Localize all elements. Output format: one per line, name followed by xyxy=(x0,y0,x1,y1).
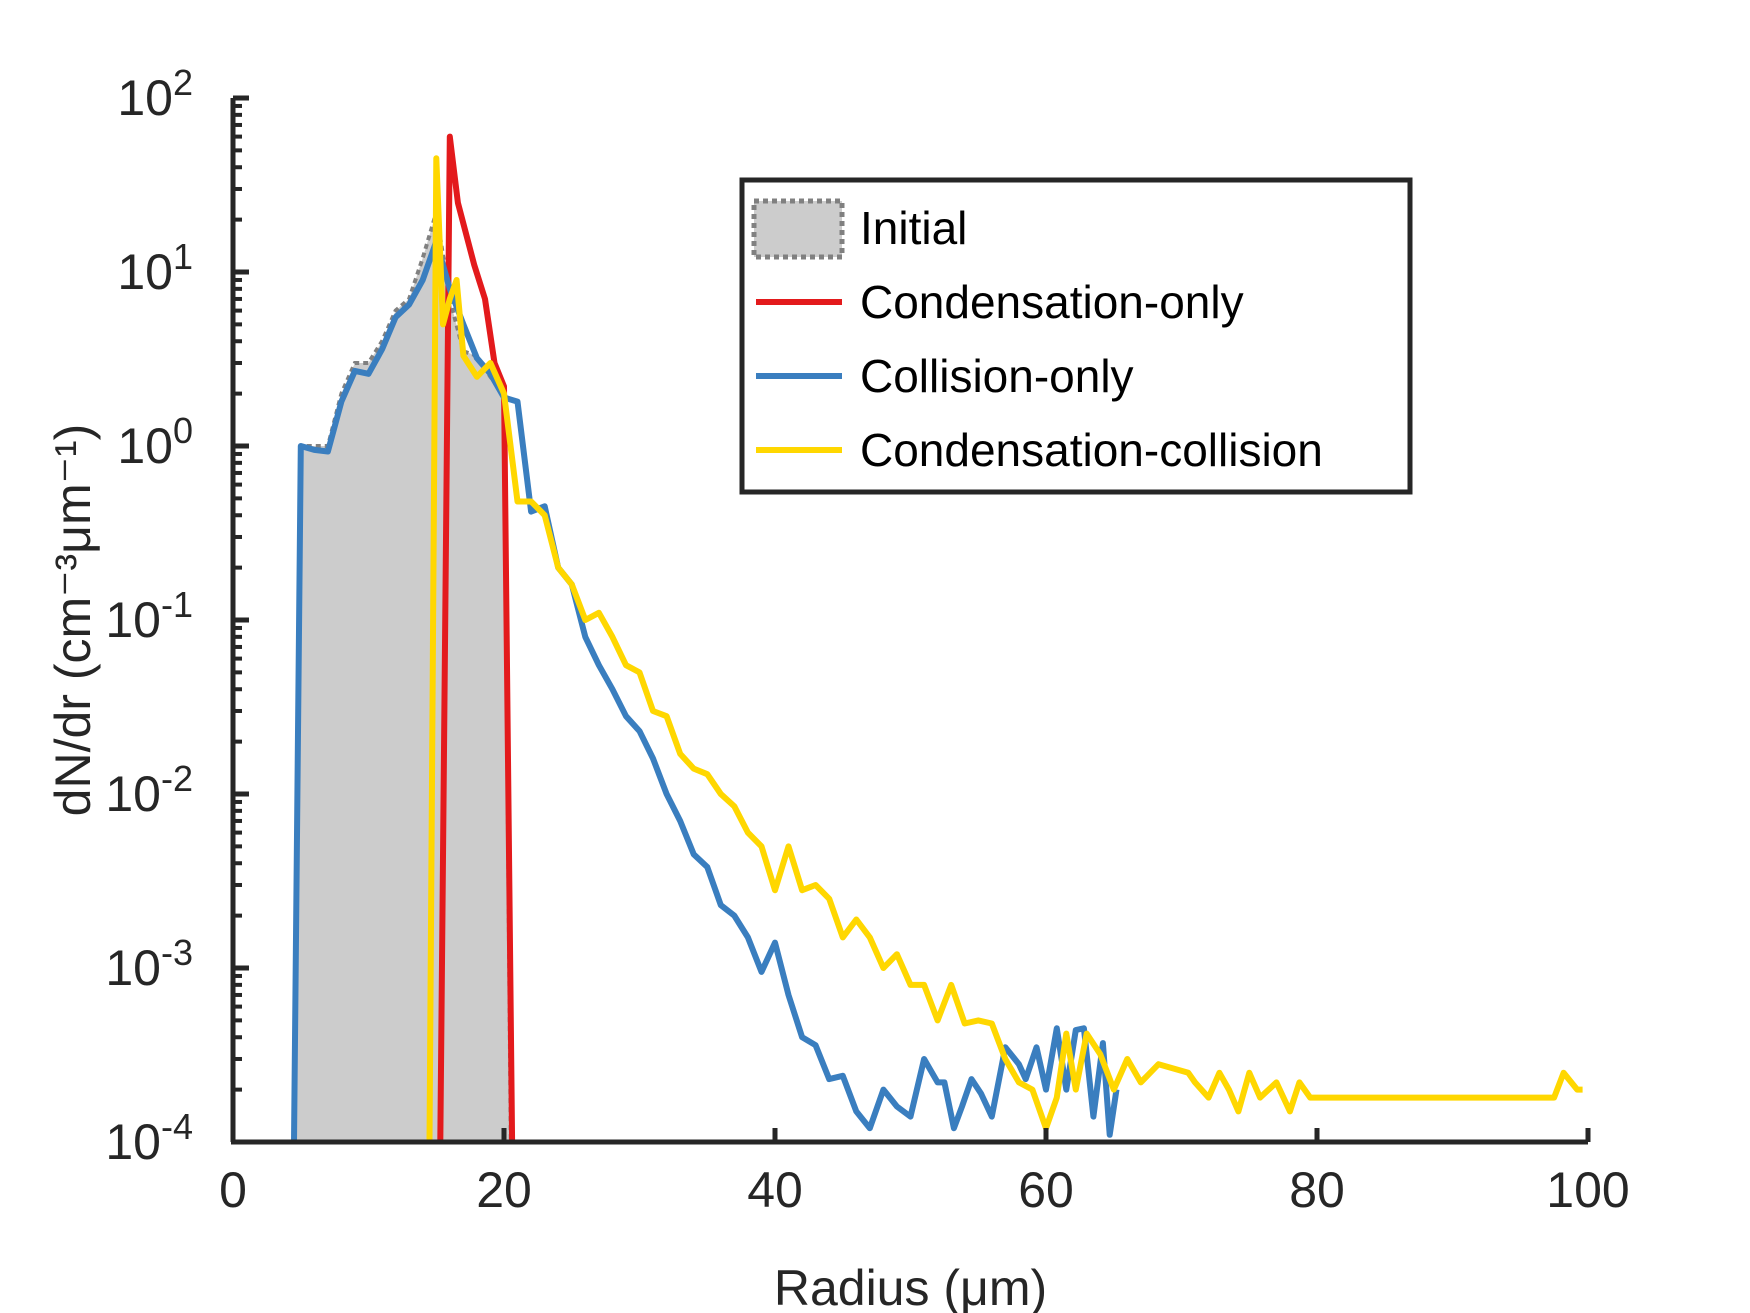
y-tick-label: 10-2 xyxy=(105,758,193,822)
y-tick-label: 102 xyxy=(117,62,193,126)
y-tick-label: 10-4 xyxy=(105,1106,193,1170)
legend-label-condensation-only: Condensation-only xyxy=(860,276,1244,328)
series-condensation-only-line xyxy=(437,133,516,1142)
x-tick-label: 100 xyxy=(1546,1162,1629,1218)
x-tick-label: 0 xyxy=(219,1162,247,1218)
x-tick-label: 80 xyxy=(1289,1162,1345,1218)
legend-label-condensation-collision: Condensation-collision xyxy=(860,424,1323,476)
legend-label-collision-only: Collision-only xyxy=(860,350,1134,402)
legend-label-initial: Initial xyxy=(860,202,967,254)
legend-box xyxy=(739,177,1413,495)
x-tick-label: 40 xyxy=(747,1162,803,1218)
axes-layer: 102 101 100 10-1 10-2 10-3 10-4 0 20 40 60 80 100 xyxy=(105,62,1629,1218)
series-layer xyxy=(291,133,1583,1142)
x-tick-label: 60 xyxy=(1018,1162,1074,1218)
y-tick-label: 101 xyxy=(117,236,193,300)
x-axis-label: Radius (μm) xyxy=(774,1260,1047,1313)
y-tick-label: 10-3 xyxy=(105,932,193,996)
y-tick-label: 10-1 xyxy=(105,584,193,648)
x-tick-label: 20 xyxy=(476,1162,532,1218)
series-initial-area xyxy=(294,212,511,1142)
legend: Initial Condensation-only Collision-only Co… xyxy=(739,177,1413,495)
y-tick-label: 100 xyxy=(117,410,193,474)
series-condensation-collision-line xyxy=(426,155,1583,1142)
y-axis-label: dN/dr (cm⁻³μm⁻¹) xyxy=(45,424,101,817)
legend-swatch-initial xyxy=(751,198,845,260)
